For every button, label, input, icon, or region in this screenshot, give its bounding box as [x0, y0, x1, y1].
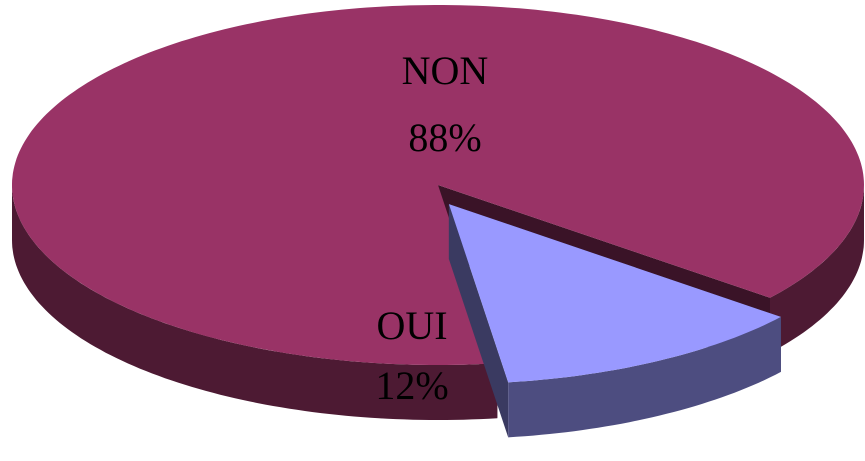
slice-value-label: 88%	[408, 115, 481, 160]
slice-label: OUI	[376, 303, 447, 348]
slice-value-label: 12%	[375, 363, 448, 408]
slice-side	[770, 185, 864, 353]
slice-label: NON	[402, 48, 489, 93]
slice-side	[448, 204, 509, 438]
slice-side	[508, 316, 781, 438]
slice-side	[12, 185, 498, 420]
slice	[448, 204, 781, 383]
slice	[12, 5, 864, 365]
